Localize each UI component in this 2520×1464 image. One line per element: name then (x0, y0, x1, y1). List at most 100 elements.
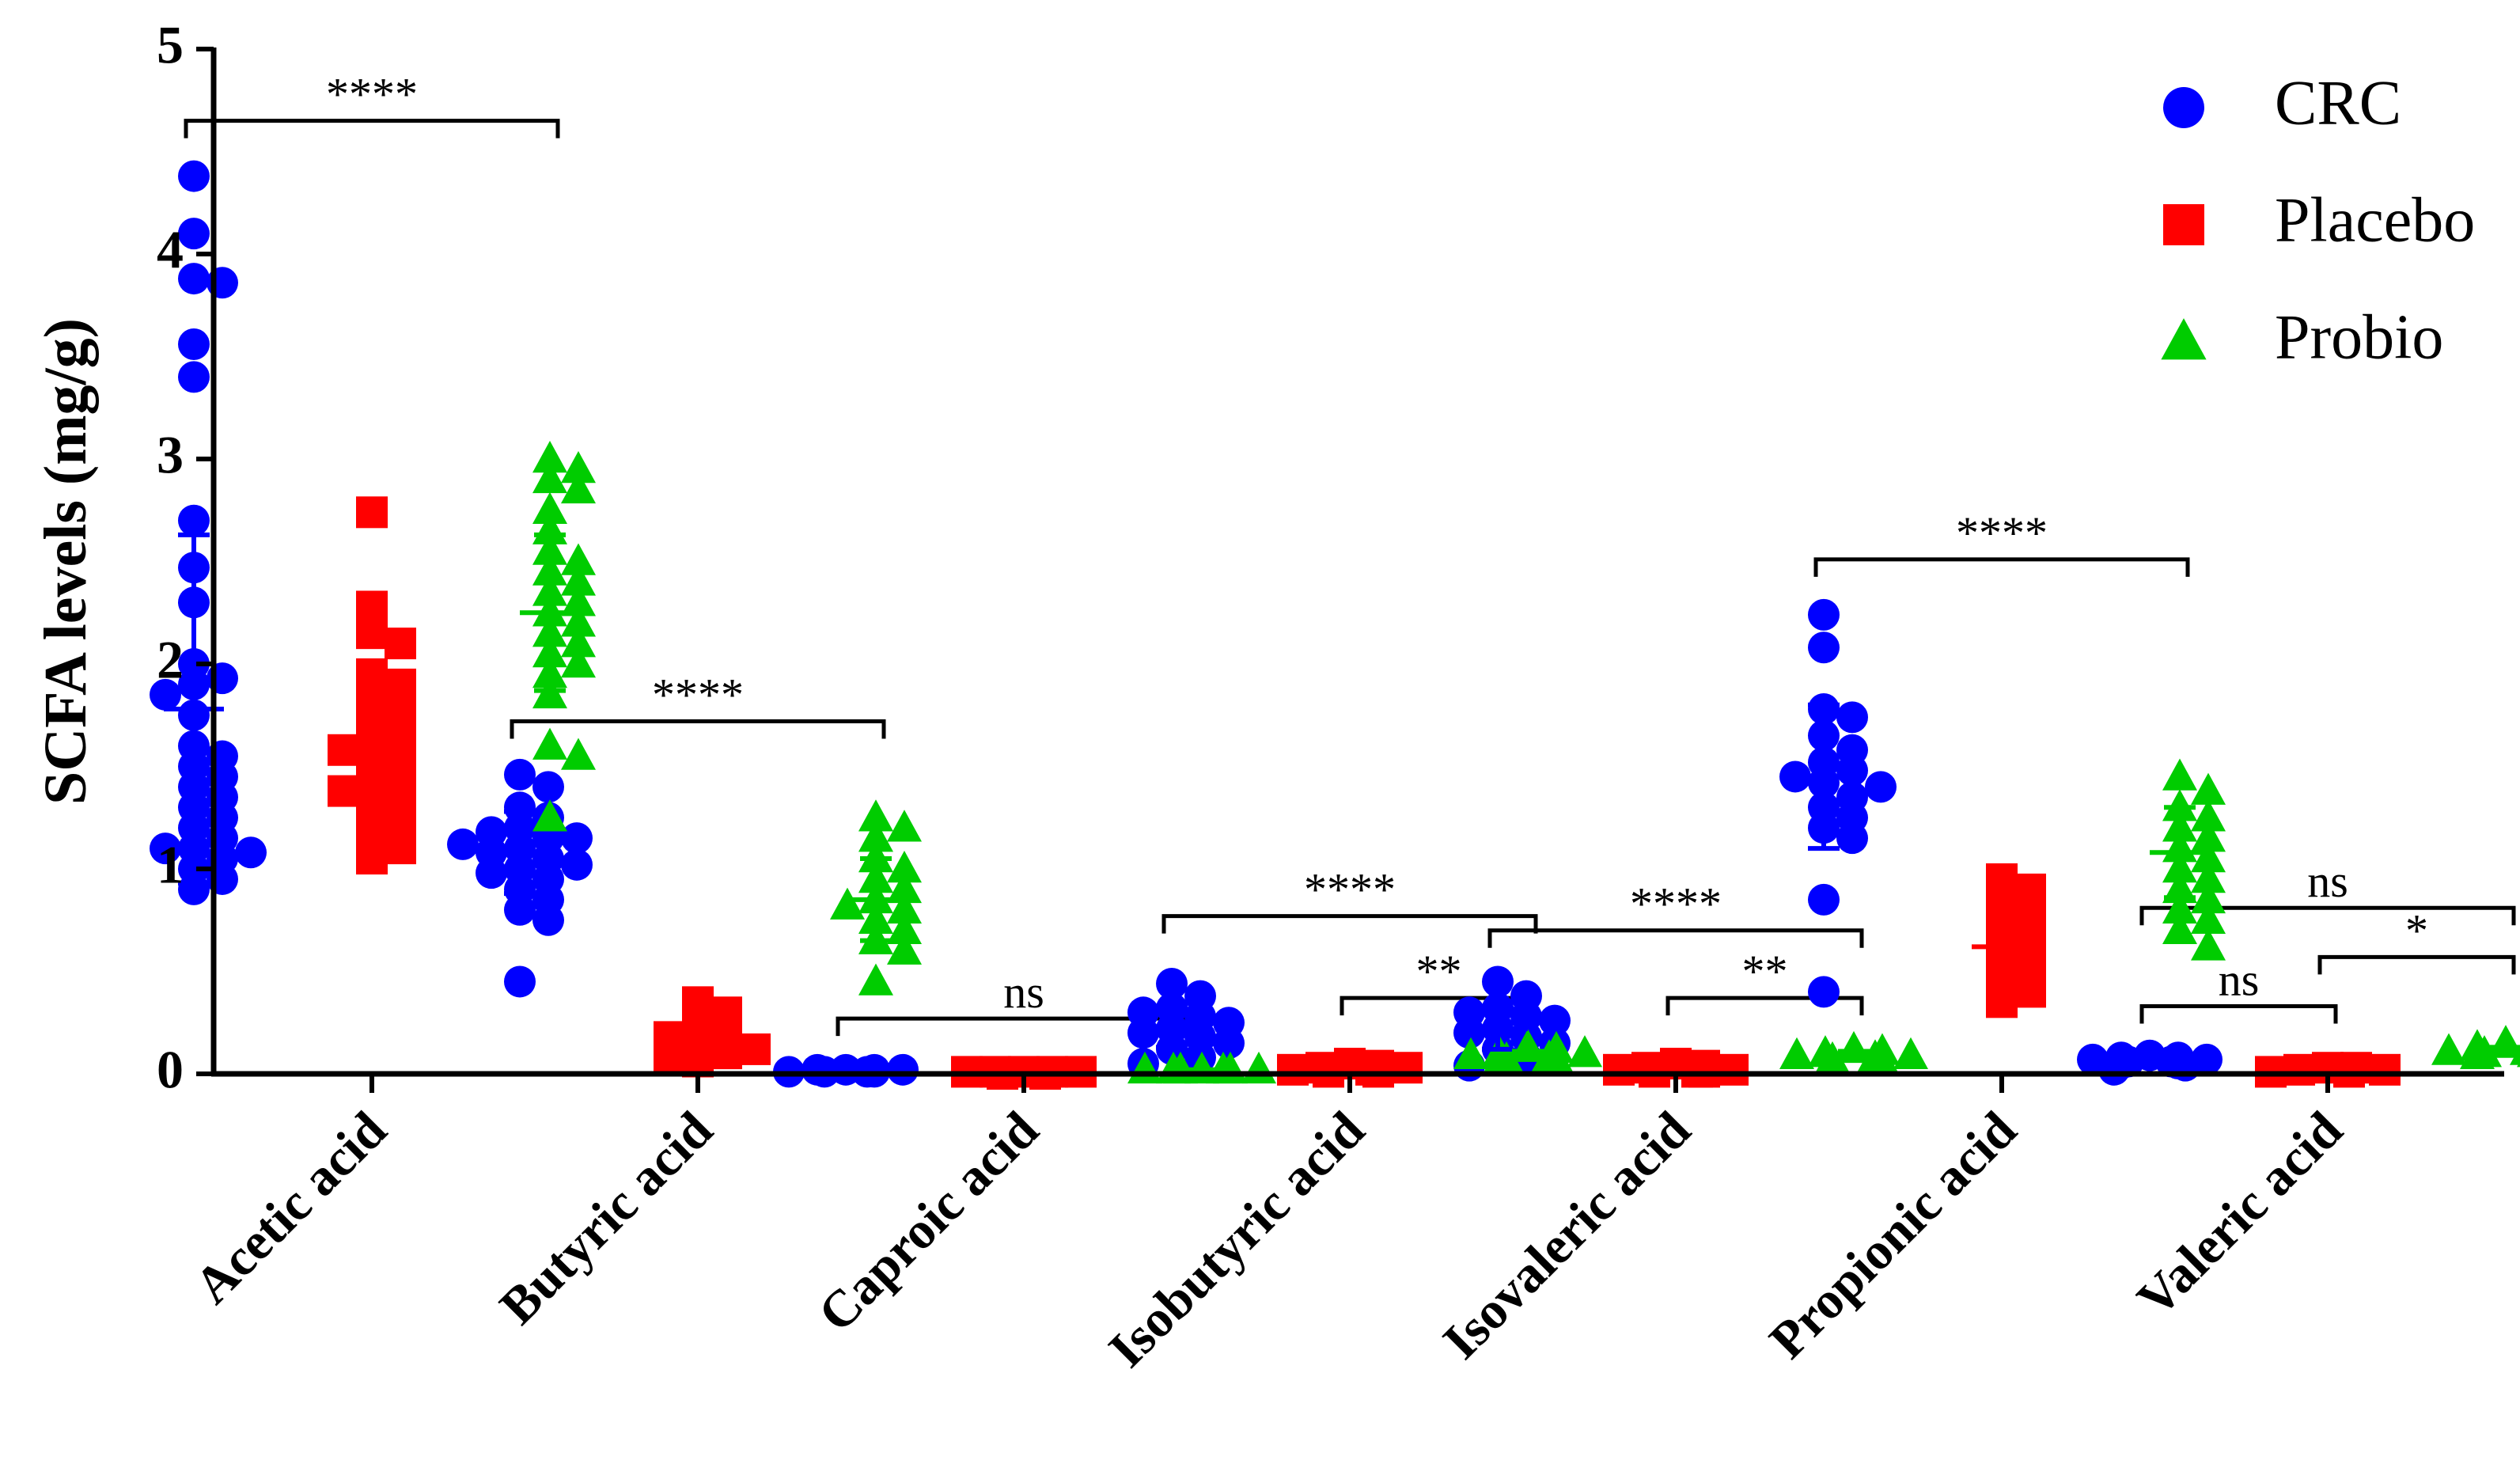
point-placebo-isobutyric-acid (1391, 1052, 1423, 1084)
point-crc-acetic-acid (235, 836, 267, 869)
x-tick-label-acetic-acid: Acetic acid (184, 1101, 398, 1315)
point-crc-butyric-acid (504, 965, 536, 998)
point-probio-isobutyric-acid (1453, 1037, 1488, 1069)
significance-bracket-valeric-acid-8 (2139, 905, 2516, 926)
legend-label-placebo: Placebo (2275, 185, 2475, 255)
significance-label-isovaleric-acid-6: ** (1742, 946, 1788, 997)
error-bar-placebo-acetic-acid (342, 666, 402, 835)
point-placebo-valeric-acid (2369, 1053, 2401, 1086)
point-probio-propionic-acid (2191, 881, 2226, 914)
significance-bracket-valeric-acid-9 (2139, 1004, 2338, 1024)
error-bar-crc-isobutyric-acid (1142, 1003, 1202, 1050)
significance-bracket-isovaleric-acid-6 (1665, 996, 1864, 1016)
significance-bracket-butyric-acid-1 (510, 719, 886, 739)
significance-label-valeric-acid-9: ns (2219, 954, 2260, 1006)
point-placebo-propionic-acid (1986, 986, 2018, 1018)
point-crc-acetic-acid (178, 504, 210, 537)
error-bar-placebo-isobutyric-acid (1320, 1063, 1380, 1072)
point-probio-acetic-acid (532, 461, 567, 494)
point-crc-isobutyric-acid (1213, 1027, 1245, 1060)
point-placebo-acetic-acid (385, 628, 416, 660)
error-bar-placebo-propionic-acid (1972, 903, 2032, 991)
point-crc-propionic-acid (1836, 822, 1868, 855)
x-tick-label-isovaleric-acid: Isovaleric acid (1432, 1101, 1702, 1371)
data-points (150, 160, 2520, 1090)
point-crc-acetic-acid (178, 160, 210, 192)
point-crc-propionic-acid (1808, 883, 1840, 916)
legend-marker-probio (2161, 318, 2207, 360)
point-crc-butyric-acid (504, 893, 536, 926)
error-bar-probio-acetic-acid (520, 532, 580, 693)
point-probio-acetic-acid (561, 625, 596, 658)
significance-label-butyric-acid-1: **** (652, 669, 744, 721)
y-tick-label-0: 0 (157, 1040, 184, 1100)
point-probio-acetic-acid (561, 563, 596, 596)
significance-label-acetic-acid-0: **** (326, 69, 418, 120)
point-probio-butyric-acid (887, 810, 922, 842)
point-crc-isobutyric-acid (1156, 968, 1188, 1000)
significance-label-valeric-acid-10: * (2405, 905, 2428, 956)
point-crc-butyric-acid (504, 758, 536, 791)
significance-label-isobutyric-acid-4: ** (1416, 946, 1462, 997)
y-tick-label-3: 3 (157, 425, 184, 485)
point-probio-butyric-acid (887, 851, 922, 883)
point-placebo-acetic-acid (356, 843, 388, 875)
x-tick-label-isobutyric-acid: Isobutyric acid (1098, 1101, 1376, 1379)
y-tick-label-1: 1 (157, 835, 184, 895)
point-probio-acetic-acid (532, 491, 567, 524)
point-probio-propionic-acid (2191, 901, 2226, 934)
point-placebo-acetic-acid (356, 496, 388, 529)
point-placebo-isovaleric-acid (1603, 1053, 1635, 1086)
point-probio-acetic-acid (561, 605, 596, 637)
point-crc-caproic-acid (887, 1053, 919, 1086)
point-placebo-acetic-acid (385, 833, 416, 865)
point-crc-butyric-acid (476, 857, 507, 889)
x-tick-label-butyric-acid: Butyric acid (489, 1101, 724, 1336)
point-crc-propionic-acid (1836, 701, 1868, 734)
point-crc-acetic-acid (178, 361, 210, 393)
point-crc-isovaleric-acid (1539, 1004, 1571, 1037)
error-bar-crc-isovaleric-acid (1468, 1006, 1528, 1052)
legend-label-probio: Probio (2275, 302, 2443, 372)
significance-bracket-propionic-acid-7 (1813, 557, 2190, 577)
point-placebo-butyric-acid (711, 1037, 742, 1070)
point-probio-acetic-acid (561, 543, 596, 575)
point-probio-acetic-acid (561, 738, 596, 770)
point-probio-valeric-acid (2431, 1033, 2466, 1065)
point-probio-butyric-acid (858, 799, 893, 832)
point-placebo-propionic-acid (2014, 976, 2046, 1008)
point-probio-acetic-acid (532, 441, 567, 473)
legend-label-crc: CRC (2275, 68, 2401, 138)
significance-bracket-acetic-acid-0 (184, 119, 560, 138)
point-probio-caproic-acid (1241, 1051, 1276, 1084)
point-placebo-isobutyric-acid (1277, 1053, 1309, 1086)
point-probio-propionic-acid (2191, 772, 2226, 805)
point-probio-acetic-acid (532, 799, 567, 832)
point-crc-propionic-acid (1865, 771, 1897, 803)
error-bar-crc-propionic-acid (1794, 702, 1854, 851)
point-crc-isovaleric-acid (1453, 1017, 1485, 1049)
error-bar-crc-butyric-acid (490, 809, 550, 897)
point-probio-propionic-acid (2162, 891, 2197, 924)
point-probio-propionic-acid (2191, 820, 2226, 852)
point-probio-butyric-acid (887, 932, 922, 965)
point-probio-propionic-acid (2191, 840, 2226, 873)
point-placebo-acetic-acid (356, 617, 388, 650)
point-probio-butyric-acid (858, 963, 893, 996)
point-placebo-isovaleric-acid (1717, 1053, 1749, 1086)
point-probio-acetic-acid (561, 584, 596, 616)
point-probio-propionic-acid (2191, 928, 2226, 961)
point-crc-acetic-acid (178, 328, 210, 360)
point-crc-propionic-acid (1808, 631, 1840, 664)
significance-bracket-isovaleric-acid-5 (1487, 928, 1864, 948)
point-probio-isobutyric-acid (1567, 1035, 1602, 1068)
error-bar-probio-valeric-acid (2476, 1045, 2520, 1058)
point-crc-butyric-acid (447, 828, 479, 860)
point-probio-butyric-acid (887, 870, 922, 904)
point-probio-acetic-acid (561, 646, 596, 678)
point-crc-acetic-acid (178, 263, 210, 295)
x-tick-label-caproic-acid: Caproic acid (807, 1101, 1049, 1343)
point-crc-propionic-acid (1808, 976, 1840, 1008)
point-crc-butyric-acid (561, 848, 593, 881)
